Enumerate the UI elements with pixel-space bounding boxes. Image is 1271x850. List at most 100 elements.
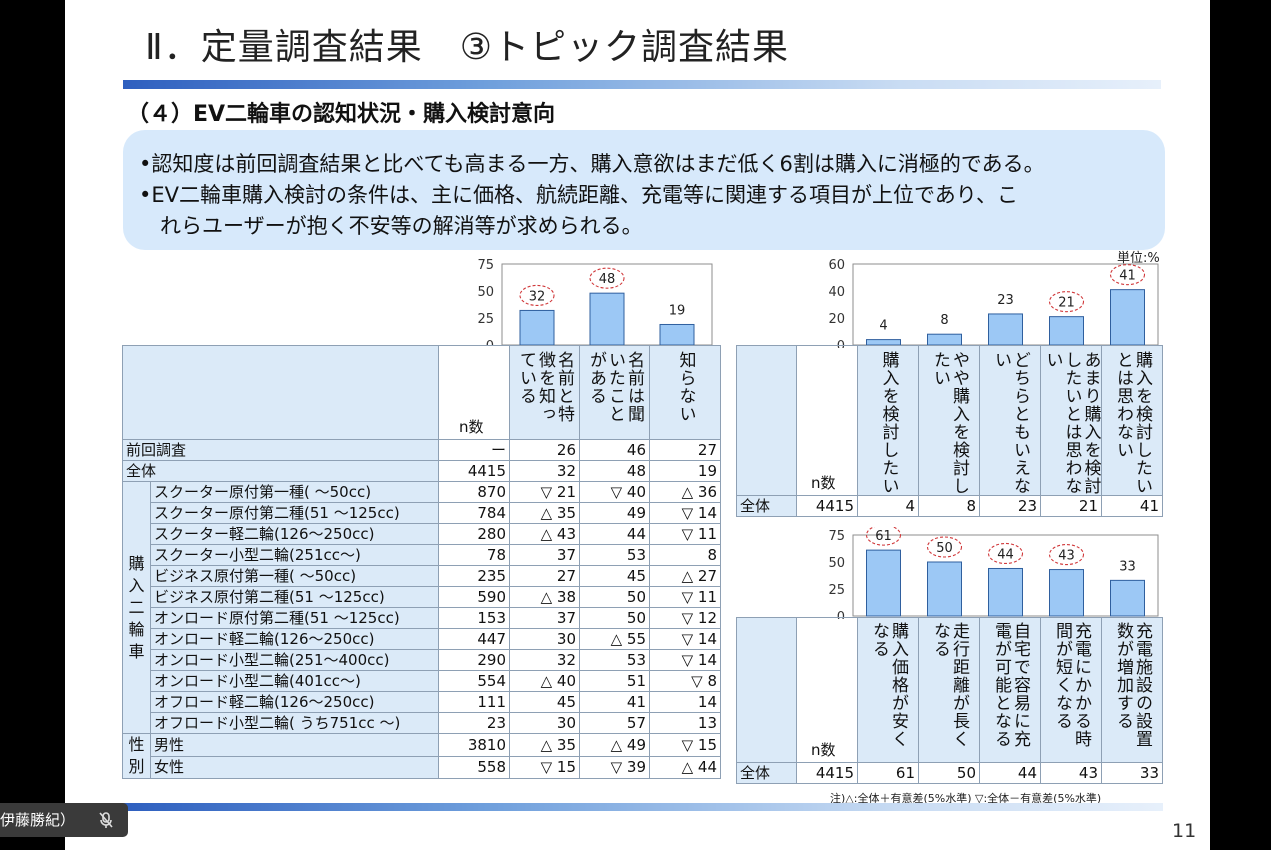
intent-col-1: やや購入を検討したい [918, 345, 980, 496]
awareness-row: ビジネス原付第二種(51 ～125cc) 590 △ 38 50 ▽ 11 [123, 586, 721, 608]
value-cell: 44 [579, 523, 650, 545]
unit-label: 単位:% [1117, 251, 1160, 266]
page-number: 11 [1172, 820, 1197, 842]
value-cell: 57 [579, 712, 650, 734]
y-tick-label: 60 [828, 258, 845, 273]
awareness-row: オンロード小型二輪(401cc～) 554 △ 40 51 ▽ 8 [123, 670, 721, 692]
data-label: 21 [1058, 296, 1075, 311]
n-value: 280 [438, 523, 510, 545]
condition-header-row: n数 購入価格が安くなる 走行距離が長くなる 自宅で容易に充電が可能となる 充電… [736, 617, 1163, 763]
row-label: 男性 [150, 733, 439, 757]
awareness-row: オンロード軽二輪(126～250cc) 447 30 △ 55 ▽ 14 [123, 628, 721, 650]
awareness-bar-chart: 0 25 50 75 32 48 19 [470, 256, 720, 348]
value-cell: ▽ 39 [579, 755, 650, 779]
awareness-row: スクーター原付第二種(51 ～125cc) 784 △ 35 49 ▽ 14 [123, 502, 721, 524]
row-label: オンロード小型二輪(401cc～) [150, 670, 439, 692]
value-cell: △ 35 [509, 502, 580, 524]
bar [927, 561, 962, 617]
col-header-know-features: 名前と特徴を知っている [509, 345, 580, 440]
condition-col-0: 購入価格が安くなる [857, 617, 919, 763]
value-cell: 45 [579, 565, 650, 587]
y-tick-label: 0 [837, 610, 845, 619]
chart-svg: 0 20 40 60 4 8 23 21 41 [828, 258, 1159, 348]
bar [1049, 569, 1084, 617]
value-cell: ▽ 21 [509, 481, 580, 503]
value-cell: 32 [509, 460, 580, 482]
value-cell: △ 27 [649, 565, 721, 587]
col-header-heard-name: 名前は聞いたことがある [579, 345, 650, 440]
intent-col-0: 購入を検討したい [857, 345, 919, 496]
value-cell: 43 [1040, 762, 1102, 784]
awareness-row: ビジネス原付第一種( ～50cc) 235 27 45 △ 27 [123, 565, 721, 587]
title-underline [123, 80, 1161, 89]
value-cell: △ 43 [509, 523, 580, 545]
data-label: 43 [1058, 549, 1075, 564]
n-value: 78 [438, 544, 510, 566]
value-cell: 61 [857, 762, 919, 784]
intent-header-blank [736, 345, 797, 496]
highlight-ring [1048, 291, 1085, 313]
value-cell: 50 [918, 762, 980, 784]
significance-footnote: 注)△:全体＋有意差(5%水準) ▽:全体－有意差(5%水準) [830, 792, 1102, 805]
bar [927, 333, 962, 346]
summary-line-1: •認知度は前回調査結果と比べても高まる一方、購入意欲はまだ低く6割は購入に消極的… [139, 152, 1045, 176]
value-cell: ▽ 11 [649, 523, 721, 545]
bar [659, 323, 695, 346]
data-label: 48 [599, 272, 616, 287]
awareness-row: スクーター小型二輪(251cc～) 78 37 53 8 [123, 544, 721, 566]
highlight-ring [865, 527, 902, 546]
condition-row-total: 全体 4415 61 50 44 43 33 [736, 762, 1163, 784]
row-label: ビジネス原付第一種( ～50cc) [150, 565, 439, 587]
value-cell: ▽ 8 [649, 670, 721, 692]
row-label: 前回調査 [122, 439, 439, 461]
intent-col-2: どちらともいえない [979, 345, 1041, 496]
data-label: 61 [875, 529, 892, 544]
intent-col-4: 購入を検討したいとは思わない [1101, 345, 1163, 496]
value-cell: 32 [509, 649, 580, 671]
n-value: 3810 [438, 733, 510, 757]
condition-col-4: 充電施設の設置数が増加する [1101, 617, 1163, 763]
awareness-header-row: n数 名前と特徴を知っている 名前は聞いたことがある 知らない [122, 345, 721, 440]
data-label: 44 [997, 547, 1014, 562]
mic-muted-icon[interactable] [97, 811, 115, 829]
row-label: 女性 [150, 755, 439, 779]
y-tick-label: 50 [477, 285, 494, 300]
value-cell: 53 [579, 544, 650, 566]
awareness-row: 前回調査ー 26 46 27 [122, 439, 721, 461]
row-group-label: 性別 [122, 733, 151, 779]
bar [1110, 289, 1145, 346]
value-cell: 30 [509, 628, 580, 650]
highlight-ring [1048, 544, 1085, 566]
condition-bar-chart: 0 25 50 75 61 50 44 43 33 [815, 527, 1161, 619]
n-value: 590 [438, 586, 510, 608]
y-tick-label: 75 [477, 258, 494, 273]
value-cell: 27 [649, 439, 721, 461]
participant-name-chip[interactable]: 伊藤勝紀） [0, 803, 128, 837]
data-label: 4 [879, 319, 887, 334]
value-cell: 26 [509, 439, 580, 461]
bar [589, 292, 625, 346]
value-cell: 27 [509, 565, 580, 587]
row-label: オンロード軽二輪(126～250cc) [150, 628, 439, 650]
condition-col-1: 走行距離が長くなる [918, 617, 980, 763]
value-cell: 51 [579, 670, 650, 692]
value-cell: △ 44 [649, 755, 721, 779]
y-tick-label: 0 [837, 339, 845, 348]
n-value: 23 [438, 712, 510, 734]
chart-svg: 0 25 50 75 61 50 44 43 33 [828, 527, 1159, 619]
intent-bar-chart: 0 20 40 60 4 8 23 21 41 [815, 256, 1161, 348]
data-label: 50 [936, 541, 953, 556]
bar [519, 309, 555, 346]
value-cell: ▽ 12 [649, 607, 721, 629]
value-cell: 49 [579, 502, 650, 524]
data-label: 32 [529, 289, 546, 304]
value-cell: 19 [649, 460, 721, 482]
value-cell: 23 [979, 495, 1041, 517]
value-cell: △ 36 [649, 481, 721, 503]
highlight-ring [519, 284, 555, 306]
n-value: 447 [438, 628, 510, 650]
awareness-row: オフロード軽二輪(126～250cc) 111 45 41 14 [123, 691, 721, 713]
value-cell: ▽ 14 [649, 502, 721, 524]
value-cell: 13 [649, 712, 721, 734]
row-label: スクーター軽二輪(126～250cc) [150, 523, 439, 545]
